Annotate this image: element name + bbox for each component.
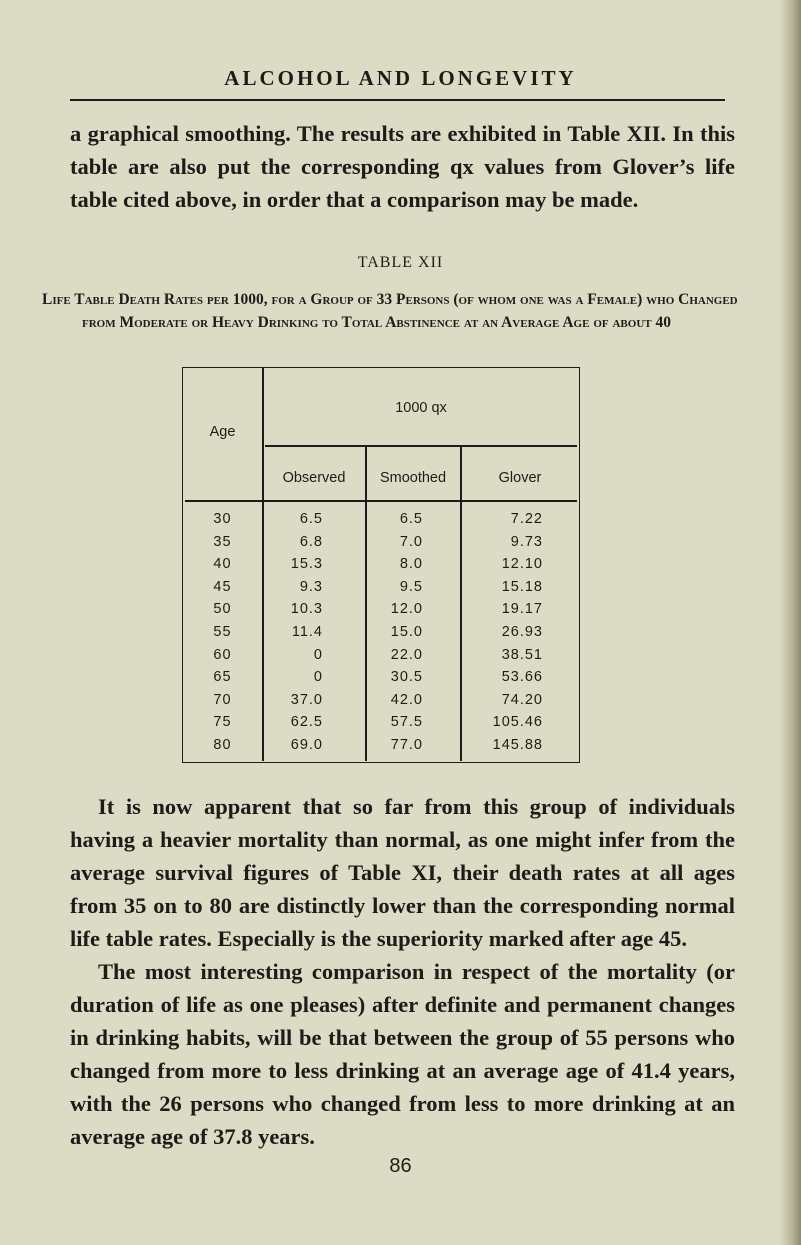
age-cell: 60 — [213, 646, 232, 663]
observed-cell: 6.8 — [299, 533, 323, 550]
glover-cell: 74.20 — [501, 691, 543, 708]
table-row: 65 0 30.5 53.66 — [183, 669, 581, 691]
column-divider — [460, 446, 462, 761]
table-row: 35 6.8 7.0 9.73 — [183, 534, 581, 556]
table-row: 75 62.5 57.5 105.46 — [183, 714, 581, 736]
age-cell: 30 — [213, 511, 232, 527]
age-cell: 65 — [213, 669, 232, 686]
table-row: 70 37.0 42.0 74.20 — [183, 692, 581, 714]
table-caption: Life Table Death Rates per 1000, for a G… — [42, 291, 738, 331]
table-row: 30 6.5 6.5 7.22 — [183, 511, 581, 533]
paragraph-1: a graphical smoothing. The results are e… — [70, 121, 735, 212]
age-cell: 35 — [213, 533, 232, 550]
table-row: 40 15.3 8.0 12.10 — [183, 556, 581, 578]
smoothed-cell: 42.0 — [390, 691, 423, 708]
header-divider — [265, 445, 577, 447]
observed-cell: 10.3 — [290, 601, 323, 618]
glover-cell: 9.73 — [510, 533, 543, 550]
smoothed-cell: 77.0 — [390, 737, 423, 753]
smoothed-cell: 6.5 — [399, 511, 423, 527]
glover-cell: 26.93 — [501, 624, 543, 640]
glover-cell: 15.18 — [501, 578, 543, 595]
header-smoothed: Smoothed — [379, 470, 447, 486]
header-age: Age — [209, 424, 236, 440]
table-row: 45 9.3 9.5 15.18 — [183, 579, 581, 601]
age-cell: 50 — [213, 601, 232, 618]
table-row: 50 10.3 12.0 19.17 — [183, 601, 581, 623]
running-head: ALCOHOL AND LONGEVITY — [224, 66, 577, 90]
column-divider — [262, 368, 264, 761]
smoothed-cell: 57.5 — [390, 714, 423, 731]
age-cell: 75 — [213, 714, 232, 731]
observed-cell: 0 — [313, 669, 323, 686]
header-glover: Glover — [498, 470, 542, 486]
table-row: 80 69.0 77.0 145.88 — [183, 737, 581, 759]
glover-cell: 145.88 — [492, 737, 543, 753]
observed-cell: 62.5 — [290, 714, 323, 731]
observed-cell: 15.3 — [290, 556, 323, 573]
page-edge-shadow — [779, 0, 801, 1245]
glover-cell: 105.46 — [492, 714, 543, 731]
table-row: 55 11.4 15.0 26.93 — [183, 624, 581, 646]
glover-cell: 38.51 — [501, 646, 543, 663]
observed-cell: 6.5 — [299, 511, 323, 527]
glover-cell: 12.10 — [501, 556, 543, 573]
page-number: 86 — [389, 1155, 412, 1177]
header-divider — [185, 500, 577, 502]
paragraph-3: The most interesting comparison in respe… — [70, 959, 735, 1149]
age-cell: 70 — [213, 691, 232, 708]
column-divider — [365, 446, 367, 761]
smoothed-cell: 9.5 — [399, 578, 423, 595]
smoothed-cell: 22.0 — [390, 646, 423, 663]
age-cell: 80 — [213, 737, 232, 753]
observed-cell: 11.4 — [291, 624, 323, 640]
observed-cell: 9.3 — [299, 578, 323, 595]
smoothed-cell: 30.5 — [390, 669, 423, 686]
age-cell: 40 — [213, 556, 232, 573]
smoothed-cell: 15.0 — [390, 624, 423, 640]
observed-cell: 37.0 — [290, 691, 323, 708]
glover-cell: 53.66 — [501, 669, 543, 686]
observed-cell: 0 — [313, 646, 323, 663]
table-title: TABLE XII — [357, 254, 444, 271]
header-group: 1000 qx — [395, 400, 447, 416]
table-row: 60 0 22.0 38.51 — [183, 647, 581, 669]
observed-cell: 69.0 — [290, 737, 323, 753]
data-table: Age 1000 qx Observed Smoothed Glover 30 6… — [182, 367, 580, 763]
age-cell: 55 — [213, 624, 232, 640]
header-observed: Observed — [282, 470, 346, 486]
glover-cell: 19.17 — [501, 601, 543, 618]
age-cell: 45 — [213, 578, 232, 595]
smoothed-cell: 8.0 — [399, 556, 423, 573]
header-rule — [70, 99, 725, 101]
glover-cell: 7.22 — [510, 511, 543, 527]
paragraph-2: It is now apparent that so far from this… — [70, 794, 735, 951]
smoothed-cell: 12.0 — [390, 601, 423, 618]
smoothed-cell: 7.0 — [399, 533, 423, 550]
